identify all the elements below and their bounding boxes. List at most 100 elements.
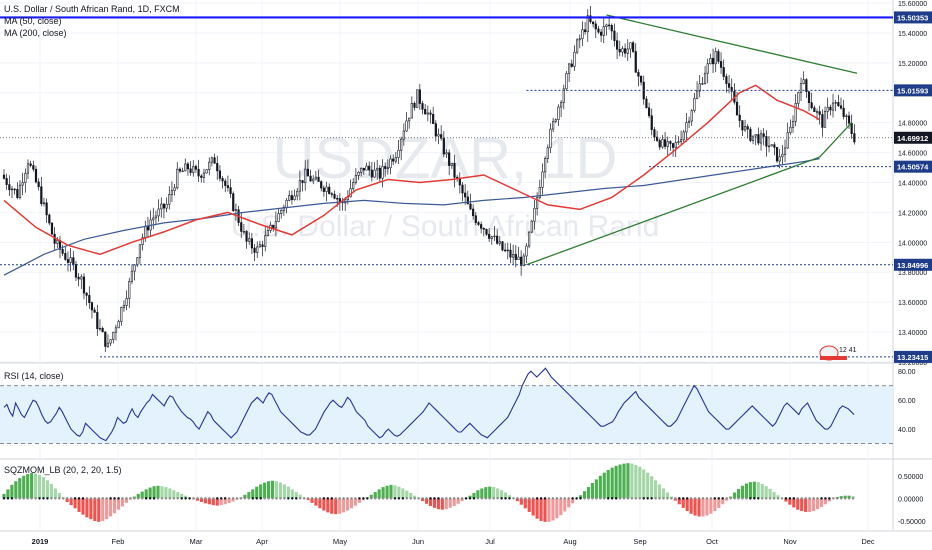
price-scale[interactable]: 15.6000015.4000015.2000015.0000014.80000… xyxy=(894,1,932,526)
squeeze-dot xyxy=(768,497,772,500)
price-level-label-bg xyxy=(894,131,932,144)
candle-body xyxy=(248,238,251,242)
squeeze-dot xyxy=(160,497,164,500)
squeeze-dot xyxy=(626,497,630,500)
squeeze-momentum-pane[interactable] xyxy=(2,463,855,522)
momentum-bar xyxy=(144,489,148,499)
momentum-bar xyxy=(800,498,804,512)
ma50-line xyxy=(3,84,821,256)
squeeze-dot xyxy=(255,497,258,500)
momentum-bar xyxy=(405,490,409,499)
squeeze-dot xyxy=(492,497,495,500)
candle-body xyxy=(77,276,80,280)
squeeze-dot xyxy=(425,497,428,500)
momentum-bar xyxy=(326,498,330,513)
momentum-bar xyxy=(827,498,831,502)
candle-body xyxy=(512,253,515,258)
candle-body xyxy=(661,139,664,148)
time-scale[interactable]: 2019 Feb Mar Apr May Jun Jul Aug Sep Oct Nov Dec xyxy=(32,537,875,546)
candle-body xyxy=(466,196,469,205)
candle-body xyxy=(416,89,419,108)
candle-body xyxy=(682,131,685,141)
squeeze-dot xyxy=(847,497,851,500)
squeeze-dot xyxy=(713,497,717,500)
price-level-label: 13.84996 xyxy=(897,261,928,270)
squeeze-dot xyxy=(666,497,669,500)
squeeze-dot xyxy=(697,497,701,500)
price-tick-label: 14.40000 xyxy=(898,180,927,187)
momentum-bar xyxy=(440,498,444,510)
candle-body xyxy=(690,110,693,122)
momentum-bar xyxy=(164,487,168,499)
candle-body xyxy=(144,225,147,238)
price-level-label: 13.23415 xyxy=(897,353,928,362)
rsi-legend: RSI (14, close) xyxy=(4,370,64,382)
squeeze-dot xyxy=(567,497,570,500)
momentum-bar xyxy=(69,498,73,506)
event-badge[interactable]: 12 41 xyxy=(819,345,857,361)
squeeze-dot xyxy=(227,497,231,500)
squeeze-dot xyxy=(717,497,720,500)
momentum-bar xyxy=(345,498,350,511)
candle-body xyxy=(224,180,227,186)
momentum-bar xyxy=(136,493,140,499)
rsi-pane[interactable] xyxy=(0,367,893,444)
momentum-bar xyxy=(626,463,630,499)
price-level-label-bg xyxy=(894,84,932,97)
momentum-bar xyxy=(116,498,121,510)
squeeze-dot xyxy=(658,497,661,500)
squeeze-dot xyxy=(314,497,318,500)
squeeze-dot xyxy=(239,497,243,500)
price-pane[interactable] xyxy=(0,6,893,358)
squeeze-dot xyxy=(42,497,45,500)
squeeze-dot xyxy=(520,497,523,500)
candle-body xyxy=(727,83,731,88)
candle-body xyxy=(42,202,46,205)
candle-body xyxy=(634,51,637,73)
momentum-bar xyxy=(436,498,440,510)
candle-body xyxy=(317,176,320,182)
momentum-bar xyxy=(428,498,433,507)
squeeze-dot xyxy=(646,497,649,500)
candle-body xyxy=(850,122,853,134)
candle-body xyxy=(786,132,789,149)
momentum-bar xyxy=(484,487,488,499)
candle-body xyxy=(301,180,304,184)
candle-body xyxy=(658,140,661,148)
candle-body xyxy=(178,168,182,172)
momentum-bar xyxy=(642,469,646,499)
momentum-bar xyxy=(298,494,302,499)
candle-body xyxy=(117,321,120,329)
candle-body xyxy=(695,90,699,99)
candle-body xyxy=(602,26,605,36)
momentum-bar xyxy=(409,492,413,499)
squeeze-dot xyxy=(437,497,440,500)
squeeze-dot xyxy=(563,497,566,500)
squeeze-dot xyxy=(409,497,412,500)
candle-body xyxy=(256,246,259,253)
candle-body xyxy=(34,168,38,183)
candle-body xyxy=(98,327,102,330)
candle-body xyxy=(767,145,771,148)
squeeze-dot xyxy=(516,497,519,500)
candle-body xyxy=(536,197,539,209)
candle-body xyxy=(472,208,475,217)
candle-body xyxy=(842,107,845,117)
momentum-bar xyxy=(543,498,547,522)
candle-body xyxy=(802,79,805,84)
ma200-line xyxy=(3,158,820,276)
squeeze-dot xyxy=(168,497,172,500)
candle-body xyxy=(261,244,264,247)
squeeze-dot xyxy=(634,497,638,500)
candle-body xyxy=(74,264,78,278)
candle-body xyxy=(125,298,128,306)
candle-body xyxy=(757,134,760,144)
momentum-bar xyxy=(45,480,50,499)
squeeze-dot xyxy=(674,497,677,500)
candle-body xyxy=(221,178,224,182)
momentum-bar xyxy=(259,484,263,499)
momentum-bar xyxy=(152,486,156,499)
momentum-bar xyxy=(472,492,476,499)
